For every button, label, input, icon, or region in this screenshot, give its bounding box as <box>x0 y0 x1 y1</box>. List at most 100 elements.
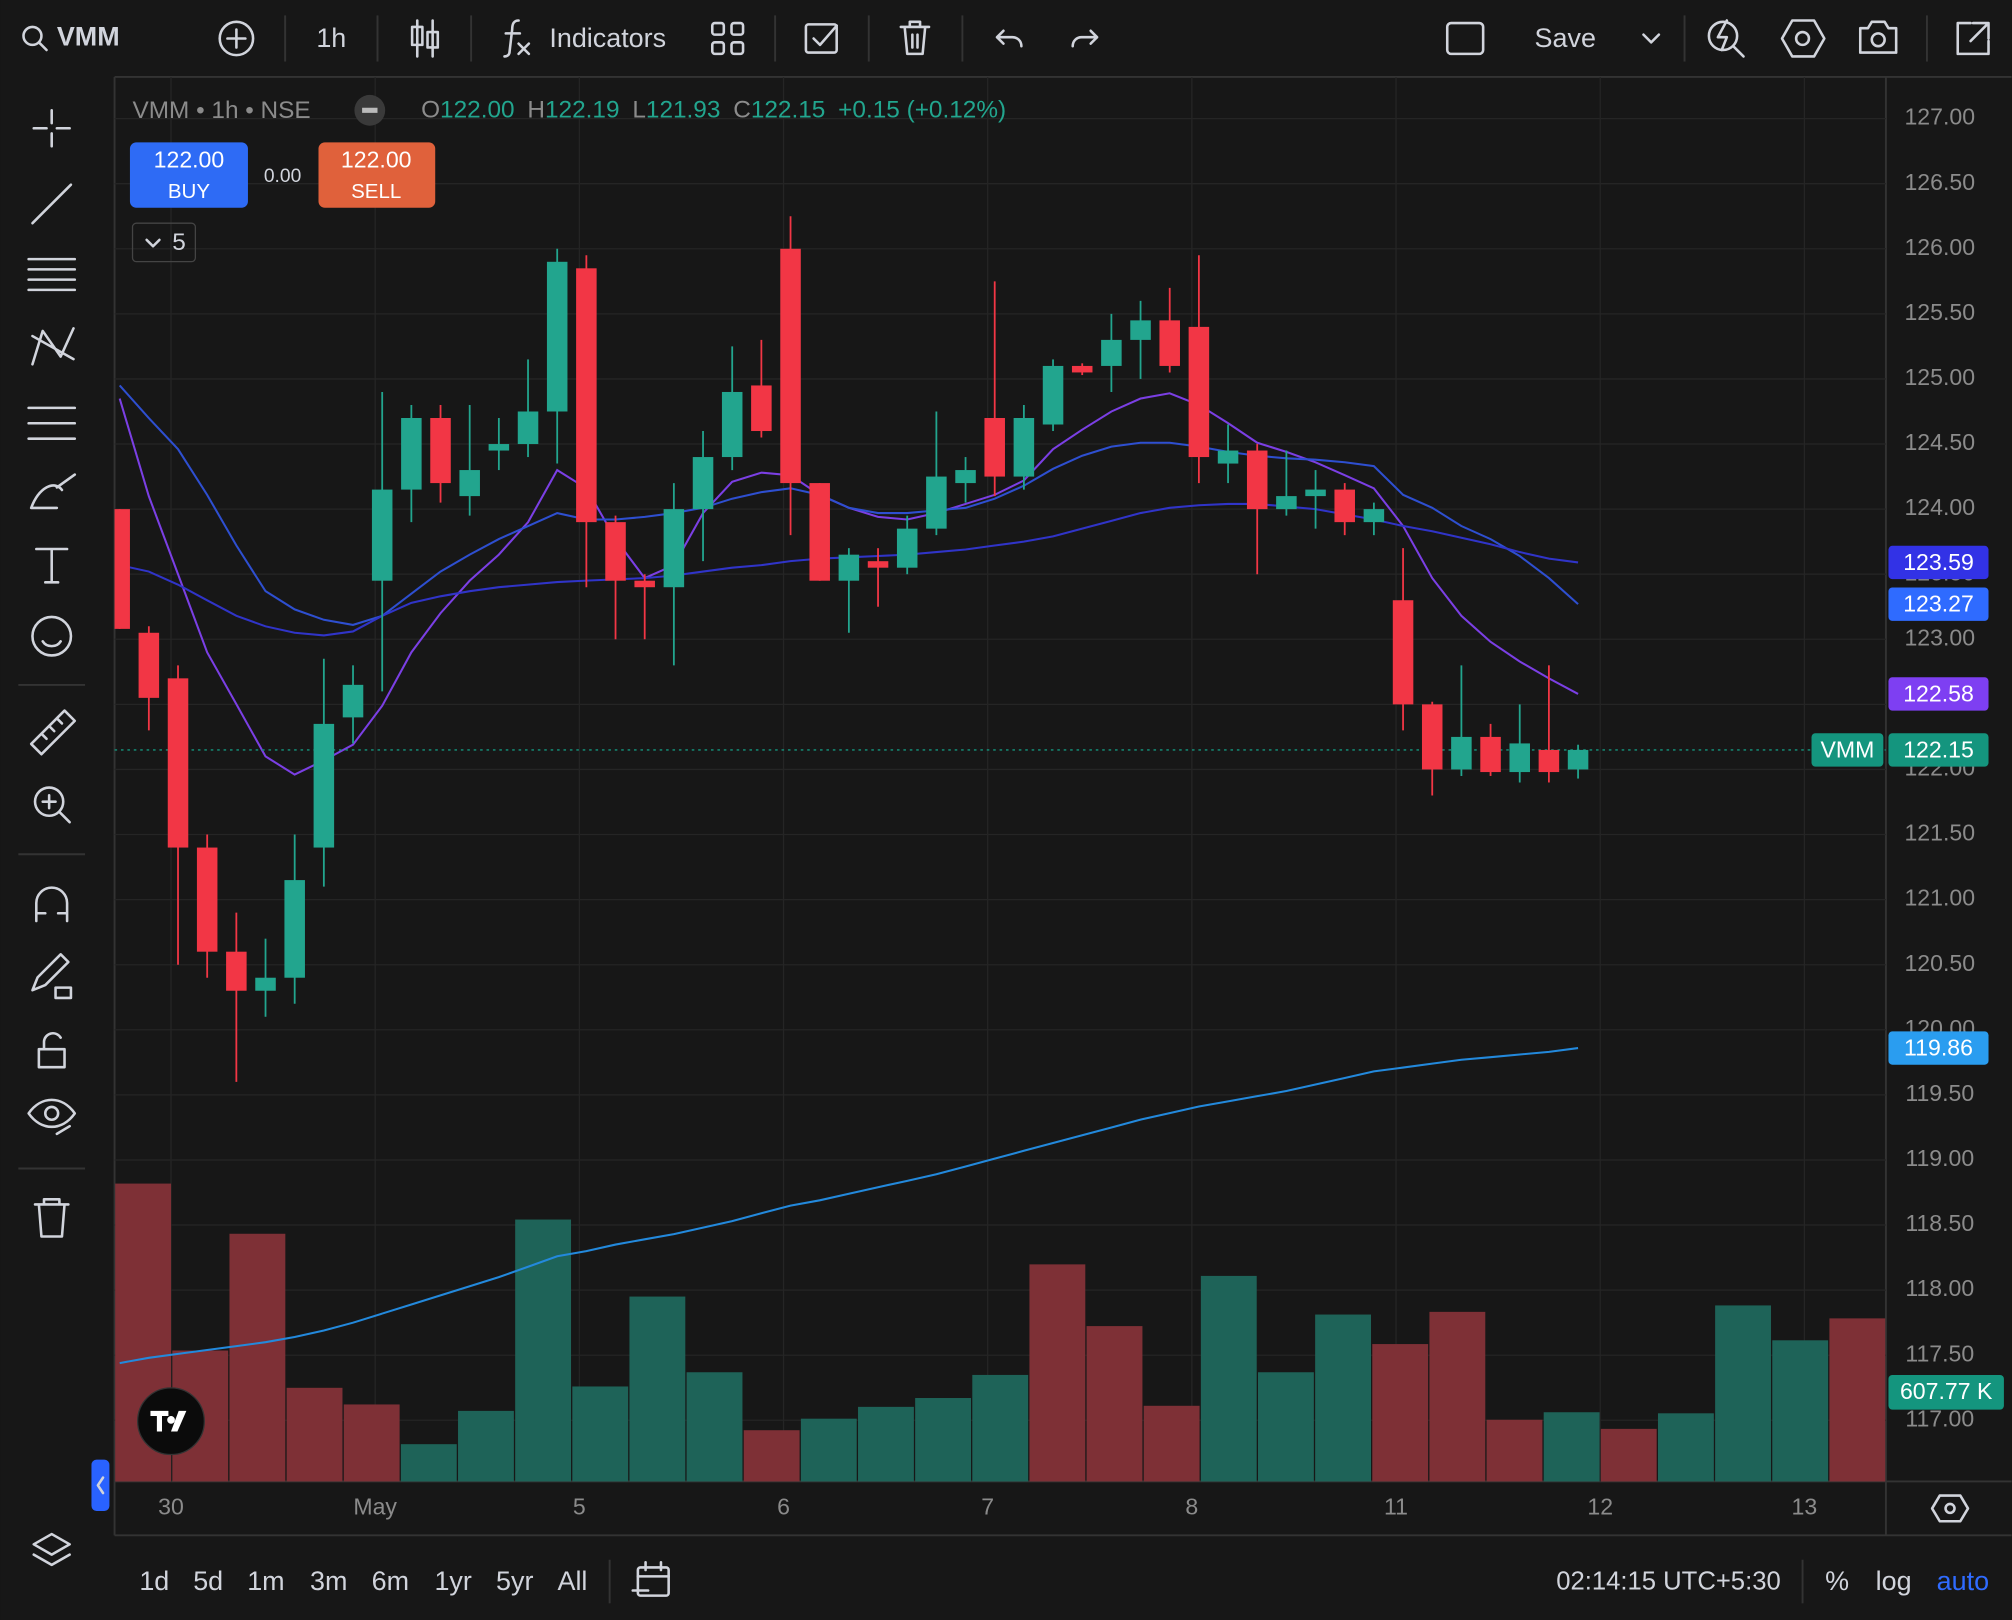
pattern-tool[interactable] <box>31 327 75 366</box>
candle-body <box>780 248 801 484</box>
candle-body <box>1217 450 1239 464</box>
percent-toggle[interactable]: % <box>1825 1566 1849 1596</box>
y-tick-label: 117.50 <box>1905 1340 1974 1366</box>
y-tick-label: 118.00 <box>1905 1275 1974 1301</box>
collapse-icon <box>96 1476 105 1495</box>
remove-tool[interactable] <box>33 1198 70 1238</box>
undo-button[interactable] <box>995 29 1023 48</box>
x-tick-label: 12 <box>1587 1494 1613 1520</box>
ruler-tool[interactable] <box>29 709 77 756</box>
ohlc-values: O122.00 H122.19 L121.93 C122.15 +0.15 (+0.12… <box>421 97 1006 124</box>
settings-button[interactable] <box>1780 19 1826 58</box>
volume-bar <box>1258 1372 1314 1482</box>
ohlc-key: L <box>632 97 646 124</box>
quick-search-button[interactable] <box>1707 19 1745 58</box>
indicators-label: Indicators <box>549 23 666 53</box>
text-tool[interactable] <box>35 547 69 584</box>
save-menu-chevron[interactable] <box>1642 33 1661 44</box>
volume-bar <box>1772 1340 1829 1482</box>
axis-settings-button[interactable] <box>1930 1494 1970 1523</box>
range-button[interactable]: 5d <box>193 1566 223 1596</box>
legend-toggle-icon <box>362 107 378 113</box>
unlock-tool[interactable] <box>37 1031 66 1069</box>
candle-icon <box>410 25 424 47</box>
layouts-button[interactable] <box>710 21 745 56</box>
candle-body <box>459 470 480 497</box>
x-tick-label: 6 <box>777 1494 790 1520</box>
lock-drawing-tool[interactable] <box>31 953 73 1000</box>
ohlc-key: H <box>527 97 545 124</box>
top-toolbar: VMM 1h Indicators <box>22 15 1990 62</box>
ma-price-tag: 122.58 <box>1903 680 1974 706</box>
collapse-tab[interactable] <box>91 1459 110 1511</box>
buy-button-bg <box>129 142 248 208</box>
check-icon <box>812 24 838 47</box>
candle-body <box>371 489 393 581</box>
brush-tool[interactable] <box>29 473 77 510</box>
alert-button[interactable] <box>804 23 838 54</box>
candle-body <box>663 509 685 588</box>
candle-body <box>1159 320 1180 366</box>
symbol-tag-bg <box>1811 733 1884 767</box>
grid-icon <box>710 41 726 56</box>
range-button[interactable]: 1yr <box>434 1566 471 1596</box>
chart-type-button[interactable] <box>410 19 440 58</box>
save-button[interactable]: Save <box>1535 23 1596 53</box>
volume-bar <box>629 1296 686 1482</box>
delete-button[interactable] <box>899 20 931 56</box>
search-icon <box>37 41 48 52</box>
volume-bar <box>800 1418 857 1482</box>
quantity: 5 <box>172 229 186 256</box>
range-button[interactable]: 1d <box>139 1566 169 1596</box>
logo-mark <box>150 1410 187 1432</box>
auto-toggle[interactable]: auto <box>1937 1566 1989 1596</box>
fullscreen-button[interactable] <box>1445 21 1485 56</box>
legend: VMM • 1h • NSE O122.00 H122.19 L121.93 C122… <box>133 94 1006 126</box>
emoji-tool[interactable] <box>31 615 73 657</box>
range-button[interactable]: 3m <box>310 1566 347 1596</box>
volume-bar <box>972 1374 1029 1482</box>
snapshot-button[interactable] <box>1858 20 1898 54</box>
quantity-box <box>131 222 196 263</box>
candle-body <box>809 483 830 581</box>
grid-icon <box>710 21 726 36</box>
object-tree-button[interactable] <box>32 1532 71 1567</box>
go-to-date-button[interactable] <box>631 1560 670 1597</box>
magnet-tool[interactable] <box>35 886 69 923</box>
range-button[interactable]: 5yr <box>496 1566 533 1596</box>
x-tick-label: 7 <box>981 1494 994 1520</box>
emoji-icon <box>41 640 62 648</box>
symbol-search[interactable]: VMM <box>22 22 120 52</box>
buy-button[interactable]: 122.00 BUY <box>129 142 248 208</box>
log-toggle[interactable]: log <box>1876 1566 1912 1596</box>
crosshair-tool[interactable] <box>32 109 71 148</box>
sell-price: 122.00 <box>341 147 412 173</box>
range-button[interactable]: 6m <box>372 1566 409 1596</box>
left-toolbar <box>18 109 110 1567</box>
fib-tool[interactable] <box>27 257 77 292</box>
sell-button[interactable]: 122.00 SELL <box>318 142 436 208</box>
range-button[interactable]: All <box>557 1566 587 1596</box>
candle-body <box>838 554 860 581</box>
candle-body <box>867 561 889 568</box>
compare-button[interactable] <box>218 20 255 57</box>
trend-line-tool[interactable] <box>31 183 73 225</box>
popout-button[interactable] <box>1956 21 1990 56</box>
candle-body <box>430 417 451 484</box>
indicators-button[interactable]: Indicators <box>503 19 666 58</box>
quantity-dropdown[interactable]: 5 <box>131 222 196 263</box>
hide-tool[interactable] <box>27 1098 77 1136</box>
ma-price-tag-bg <box>1888 677 1989 711</box>
forecast-tool[interactable] <box>27 406 77 440</box>
axes: 127.00 126.50 126.00 125.50 125.00 124.50 124.… <box>136 104 2004 1520</box>
redo-button[interactable] <box>1071 29 1099 48</box>
candle-body <box>546 261 568 412</box>
zoom-tool[interactable] <box>33 786 65 818</box>
volume-bar <box>1715 1305 1771 1482</box>
volume-bar <box>229 1233 286 1482</box>
range-button[interactable]: 1m <box>247 1566 284 1596</box>
interval-button[interactable]: 1h <box>316 23 346 53</box>
candle-body <box>955 470 976 484</box>
